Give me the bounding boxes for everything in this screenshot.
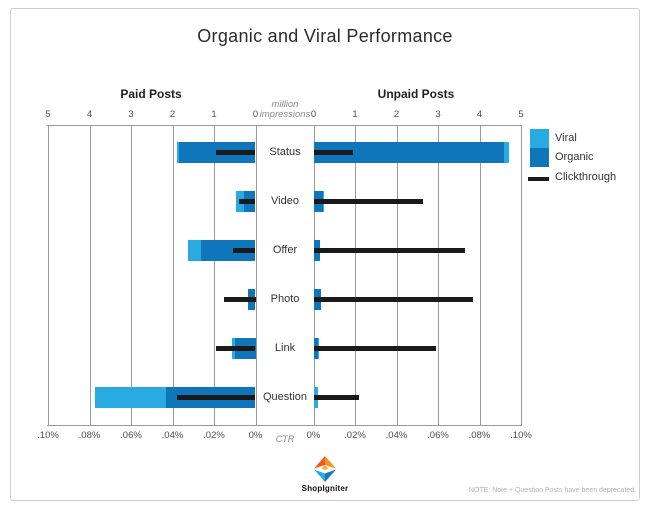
clickthrough-paid-photo	[224, 296, 256, 302]
gridline	[89, 125, 91, 425]
page-border	[10, 8, 640, 501]
clickthrough-paid-offer	[232, 247, 256, 253]
ctr-tick-label: .10%	[510, 430, 532, 441]
ctr-axis-unit-label: CTR	[275, 434, 295, 444]
ctr-tick-label: .08%	[468, 430, 491, 441]
clickthrough-paid-link	[216, 345, 256, 351]
ctr-tick-label: .08%	[78, 430, 101, 441]
ctr-tick-label: .10%	[37, 430, 59, 441]
ctr-tick-label: 0%	[306, 430, 321, 441]
gridline	[521, 125, 522, 425]
gridline	[479, 125, 481, 425]
unpaid-posts-header: Unpaid Posts	[377, 87, 455, 101]
category-label-question: Question	[262, 391, 308, 403]
impressions-tick-label: 4	[86, 109, 93, 120]
clickthrough-line-icon	[528, 177, 549, 181]
category-label-link: Link	[274, 342, 296, 354]
category-label-photo: Photo	[270, 293, 300, 305]
impressions-tick-label: 5	[518, 109, 524, 120]
gridline	[313, 125, 315, 425]
clickthrough-paid-status	[216, 149, 256, 155]
impressions-tick-label: 0	[252, 109, 259, 120]
gridline	[396, 125, 398, 425]
category-label-status: Status	[269, 146, 301, 158]
impressions-tick-label: 1	[352, 109, 358, 120]
gridline	[48, 125, 49, 425]
clickthrough-unpaid-question	[313, 394, 360, 400]
impressions-axis-line	[47, 125, 522, 126]
clickthrough-unpaid-offer	[313, 247, 465, 253]
gridline	[172, 125, 174, 425]
gridline	[131, 125, 132, 425]
ctr-tick-label: .06%	[120, 430, 142, 441]
category-label-offer: Offer	[272, 244, 298, 256]
impressions-tick-label: 3	[128, 109, 134, 120]
ctr-tick-label: .04%	[161, 430, 184, 441]
impressions-tick-label: 4	[476, 109, 483, 120]
legend-label: Clickthrough	[555, 171, 617, 183]
legend-label: Viral	[555, 132, 577, 144]
impressions-tick-label: 1	[211, 109, 217, 120]
category-label-video: Video	[271, 195, 299, 207]
legend-label: Organic	[555, 151, 594, 163]
bar-unpaid-viral-status	[504, 141, 510, 163]
chart-title: Organic and Viral Performance	[197, 26, 453, 46]
ctr-tick-label: .04%	[385, 430, 408, 441]
impressions-tick-label: 2	[169, 109, 176, 120]
gridline	[255, 125, 257, 425]
impressions-axis-unit-label: million impressions	[259, 99, 311, 120]
ctr-tick-label: .02%	[203, 430, 225, 441]
impressions-tick-label: 2	[393, 109, 400, 120]
clickthrough-unpaid-video	[313, 198, 424, 204]
bar-unpaid-organic-status	[313, 141, 505, 163]
clickthrough-unpaid-link	[313, 345, 436, 351]
ctr-tick-label: 0%	[248, 430, 263, 441]
paid-posts-header: Paid Posts	[120, 87, 182, 101]
gridline	[355, 125, 356, 425]
clickthrough-unpaid-photo	[313, 296, 474, 302]
impressions-tick-label: 0	[310, 109, 317, 120]
ctr-tick-label: .02%	[344, 430, 366, 441]
brand-name: ShopIgniter	[301, 484, 349, 493]
shopigniter-logo-icon	[314, 456, 336, 482]
ctr-axis-line	[47, 425, 522, 426]
clickthrough-paid-question	[176, 394, 256, 400]
gridline	[438, 125, 439, 425]
impressions-tick-label: 5	[45, 109, 51, 120]
clickthrough-unpaid-status	[313, 149, 353, 155]
bar-paid-viral-offer	[188, 239, 201, 261]
impressions-tick-label: 3	[435, 109, 441, 120]
clickthrough-paid-video	[238, 198, 256, 204]
viral-swatch-icon	[530, 129, 549, 148]
ctr-tick-label: .06%	[427, 430, 449, 441]
gridline	[214, 125, 215, 425]
organic-swatch-icon	[530, 148, 549, 167]
bar-paid-viral-question	[95, 386, 166, 408]
footnote: NOTE: Note + Question Posts have been de…	[468, 487, 636, 494]
bar-paid-organic-offer	[200, 239, 256, 261]
bar-paid-viral-status	[176, 141, 180, 163]
